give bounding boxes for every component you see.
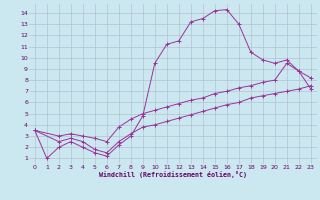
X-axis label: Windchill (Refroidissement éolien,°C): Windchill (Refroidissement éolien,°C) bbox=[99, 171, 247, 178]
